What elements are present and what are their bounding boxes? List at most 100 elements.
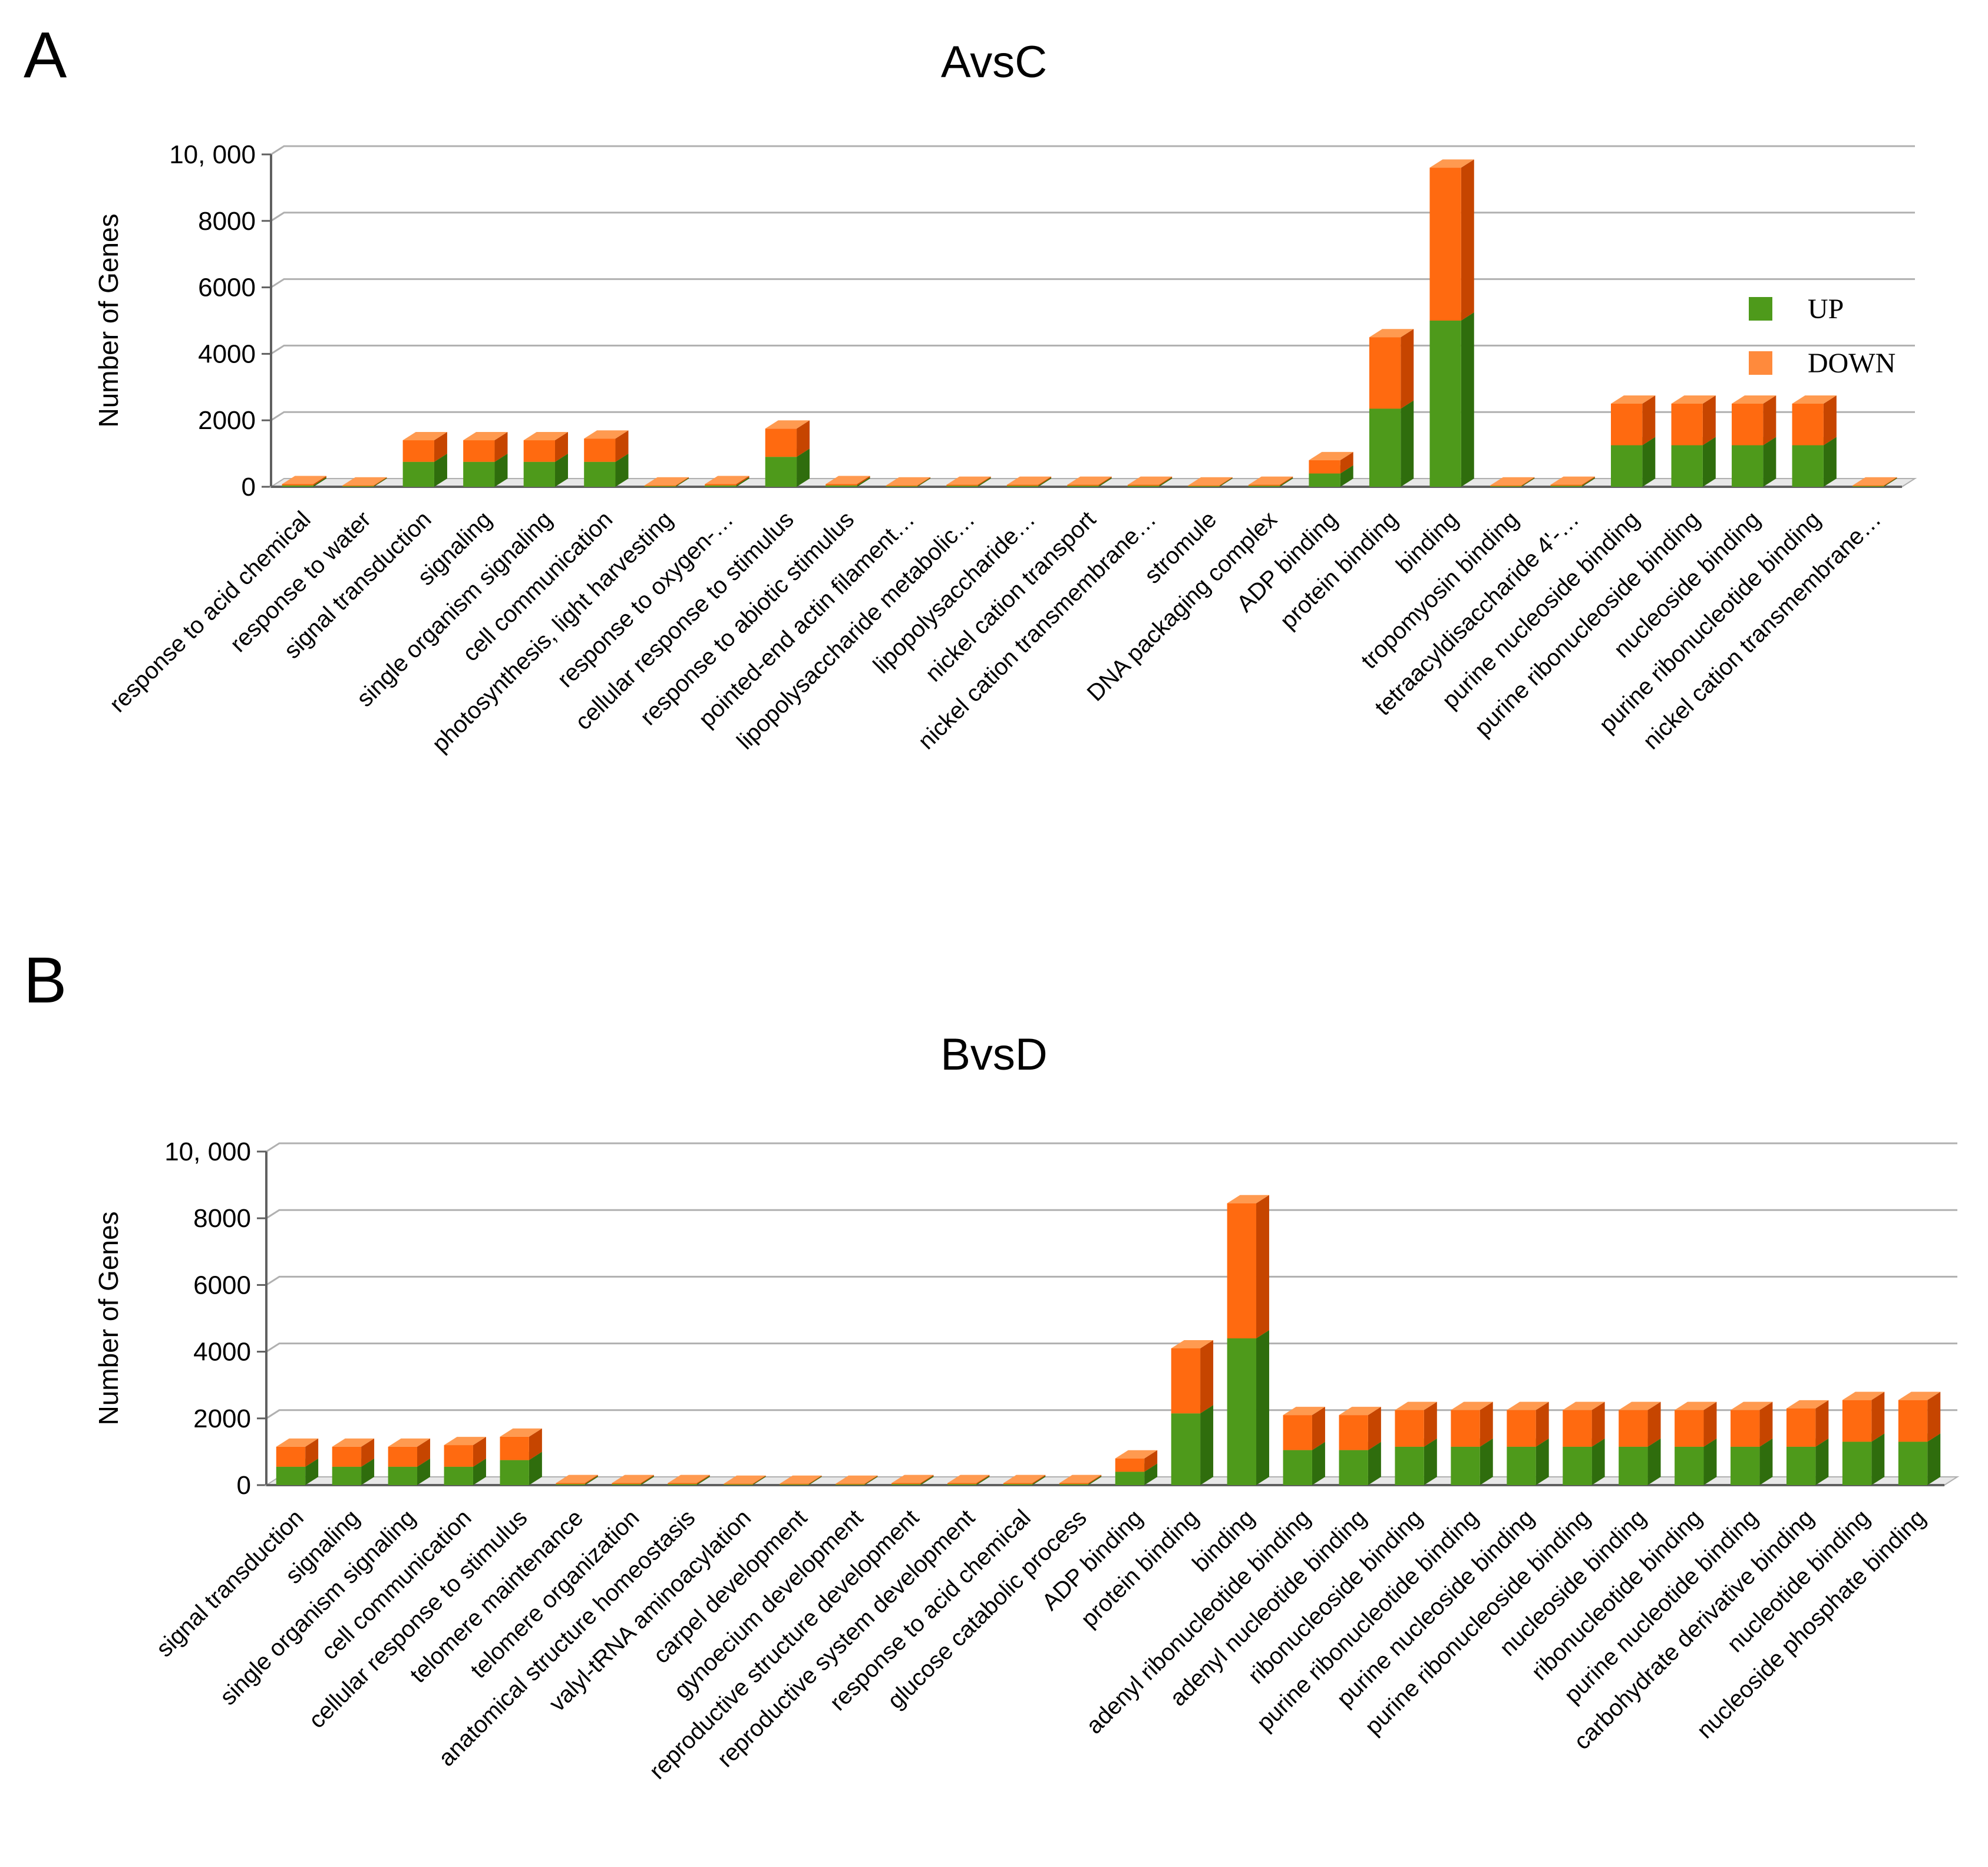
bar-up-side [1461, 312, 1474, 487]
gridline [270, 411, 1915, 421]
bar-down-side [434, 432, 447, 462]
bar-up [1731, 1446, 1760, 1485]
bar-down-top [1395, 1401, 1437, 1410]
bar-up [388, 1466, 418, 1485]
bar-down-side [473, 1437, 486, 1467]
bar-up [1309, 473, 1340, 487]
bar-down [1248, 484, 1280, 486]
bar-down [668, 1483, 697, 1485]
bar-down-side [1591, 1401, 1605, 1447]
bar-down-side [1763, 395, 1776, 446]
bar-down-side [917, 477, 931, 486]
bar-down-side [1424, 1401, 1437, 1447]
bar-down-side [374, 477, 387, 486]
bar-down-side [736, 476, 749, 486]
bar-down-side [1088, 1475, 1102, 1485]
bar-up [282, 485, 313, 487]
chart-title: AvsC [940, 37, 1048, 87]
bar-down [1283, 1415, 1312, 1450]
bar-down-side [1871, 1391, 1885, 1442]
bar-down-top [1171, 1340, 1214, 1348]
bar-up [1451, 1446, 1480, 1485]
bar-down-top [724, 1475, 766, 1484]
bar-up-side [857, 477, 870, 487]
bar-down-top [500, 1428, 542, 1437]
bar-up [500, 1460, 529, 1485]
bar-up [668, 1484, 697, 1485]
bar-up [1171, 1413, 1201, 1485]
bar-up [705, 485, 737, 487]
y-tick-label: 2000 [193, 1404, 251, 1433]
bar-up-side [615, 453, 629, 487]
bar-down [825, 484, 857, 486]
bar-up-side [361, 1458, 375, 1485]
bar-down-side [1642, 395, 1656, 446]
bar-up [946, 486, 978, 487]
bar-up [1611, 445, 1643, 487]
bar-down [276, 1446, 306, 1467]
bar-down [1550, 484, 1582, 486]
bar-up-side [494, 453, 508, 487]
bar-down [1611, 404, 1643, 446]
bar-down-top [444, 1437, 486, 1446]
gridline [270, 344, 1915, 355]
bar-down-side [676, 477, 689, 486]
bar-down-side [1581, 476, 1595, 486]
bar-up-side [473, 1458, 486, 1485]
bar-up-side [1219, 477, 1233, 487]
gridline [270, 145, 1915, 156]
gridline [266, 1275, 1957, 1286]
bar-up [1671, 445, 1703, 487]
bar-up-side [1521, 477, 1535, 487]
bar-up [1732, 445, 1764, 487]
bar-down [1731, 1410, 1760, 1447]
bar-up [1429, 321, 1461, 487]
bar-down-top [282, 476, 326, 484]
bar-down-top [1067, 476, 1112, 485]
bar-up [1619, 1446, 1648, 1485]
bar-up [1188, 486, 1220, 487]
bar-down-top [523, 432, 568, 441]
bar-down [402, 440, 434, 462]
bar-down-top [1127, 476, 1173, 485]
bar-up-side [1312, 1442, 1325, 1485]
bar-up-side [1200, 1405, 1214, 1485]
bar-up [1339, 1450, 1368, 1485]
bar-down-side [1038, 476, 1052, 486]
bar-down-top [705, 476, 749, 484]
legend-swatch-up [1749, 297, 1772, 321]
bar-down-side [808, 1475, 822, 1485]
bar-up-side [736, 477, 749, 487]
bar-down-top [1115, 1450, 1158, 1459]
bar-up-side [976, 1476, 990, 1485]
bar-up-side [1424, 1438, 1437, 1485]
bar-up-side [1088, 1476, 1102, 1485]
bar-up [1675, 1446, 1704, 1485]
bar-down [1792, 404, 1824, 446]
bar-up [1003, 1484, 1033, 1485]
bar-down-side [857, 476, 870, 486]
panel-a: A AvsC Number of Genes 0 2000 4000 6000 8000 1… [24, 19, 1917, 757]
bar-up-side [752, 1476, 766, 1485]
bar-up [1898, 1442, 1928, 1485]
bar-up-side [978, 477, 991, 487]
bar-down [1067, 484, 1099, 486]
bar-down-top [1006, 476, 1052, 485]
bar-down-top [644, 477, 689, 486]
bar-up-side [1647, 1438, 1661, 1485]
bar-down-side [1480, 1401, 1493, 1447]
bar-up [463, 461, 495, 487]
bar-up [584, 461, 616, 487]
panel-label: B [24, 944, 67, 1017]
bar-down-top [1507, 1401, 1549, 1410]
bar-down-top [668, 1475, 710, 1483]
bar-down-side [1521, 477, 1535, 486]
bar-down-top [1369, 329, 1414, 338]
bar-up-side [1815, 1438, 1829, 1485]
bar-down-side [864, 1475, 878, 1485]
bar-down-side [920, 1475, 934, 1485]
bar-down-top [1898, 1391, 1941, 1400]
bar-down [836, 1483, 865, 1485]
bar-down-top [780, 1475, 822, 1484]
